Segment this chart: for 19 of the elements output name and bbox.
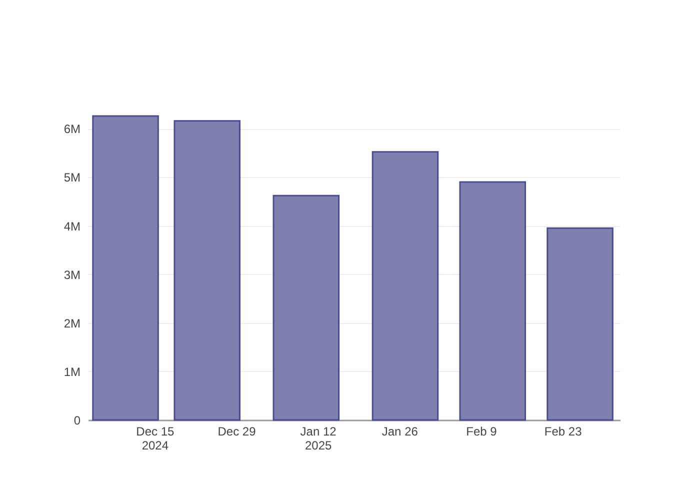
x-tick-label: Dec 15 2024 <box>136 424 174 452</box>
bar <box>459 181 526 421</box>
y-tick-label: 5M <box>64 170 80 185</box>
y-tick-label: 0 <box>74 414 81 428</box>
y-tick-label: 2M <box>64 316 80 330</box>
bar <box>372 151 439 421</box>
y-tick-label: 6M <box>64 122 80 136</box>
y-tick-label: 3M <box>64 268 80 282</box>
bar <box>272 194 340 421</box>
x-tick-label: Jan 12 2025 <box>300 424 337 452</box>
x-tick-label: Jan 26 <box>382 424 418 438</box>
bar <box>174 120 240 421</box>
x-tick-label: Feb 23 <box>544 424 582 438</box>
y-tick-label: 1M <box>64 364 80 379</box>
y-tick-label: 4M <box>64 219 80 234</box>
bar <box>92 115 159 421</box>
x-tick-label: Feb 9 <box>466 424 498 438</box>
bar <box>546 227 614 421</box>
x-tick-label: Dec 29 <box>218 424 256 438</box>
